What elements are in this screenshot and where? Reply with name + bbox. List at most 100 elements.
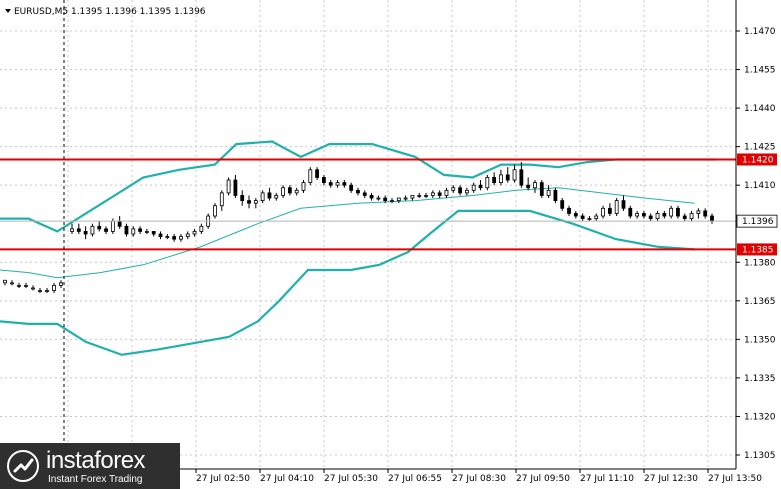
x-tick-label: 27 Jul 02:50 [196,474,250,484]
current-price-label: 1.1396 [742,217,774,227]
x-tick-label: 27 Jul 06:55 [388,474,442,484]
candle [648,213,653,222]
candle [539,180,544,199]
candle [185,231,190,240]
candle [444,187,449,199]
candle [349,182,354,193]
candle [621,195,626,211]
chart-header: EURUSD,M5 1.1395 1.1396 1.1395 1.1396 [5,7,206,17]
candle [601,205,605,219]
candle [710,213,714,224]
chart-grid [0,0,736,469]
candle [342,180,347,188]
candle [560,198,565,211]
candle [553,187,558,204]
y-tick-label: 1.1380 [744,258,776,268]
candle [390,198,394,204]
candle [383,195,388,204]
candle [567,205,571,217]
instaforex-logo-icon [7,450,39,482]
candle [38,287,42,294]
candle [260,190,265,204]
candle [83,226,88,240]
candle [70,223,74,235]
candle [144,228,149,235]
candle [628,205,633,219]
x-axis-tick-labels: 27 Jul 02:50 27 Jul 04:10 27 Jul 05:30 27 J… [195,469,762,484]
candle [199,223,204,235]
candle [635,210,640,219]
candle [10,280,14,286]
candle [192,228,197,237]
candle [376,195,381,201]
candle [45,287,49,294]
candle [607,203,612,217]
logo-subtext: Instant Forex Trading [48,474,143,485]
candle [396,197,401,204]
candle [676,205,680,219]
candle [59,280,63,288]
symbol-header: EURUSD,M5 1.1395 1.1396 1.1395 1.1396 [14,7,206,17]
x-tick-label: 27 Jul 09:50 [516,474,570,484]
y-axis-tick-labels: 1.1470 1.1455 1.1440 1.1425 1.1410 1.1380 1.13… [736,27,776,461]
current-price-box [736,214,778,228]
y-tick-label: 1.1335 [744,374,776,384]
candle [117,216,122,229]
candle [151,231,156,237]
candle [362,190,367,199]
candle [662,210,667,219]
candle [213,203,217,219]
candle [485,174,490,191]
candle [492,172,497,186]
candle [301,180,306,193]
axes [0,0,737,470]
candle [614,198,619,217]
x-tick-label: 27 Jul 05:30 [324,474,378,484]
candle [430,190,435,199]
candle [335,180,340,188]
candle [526,177,531,191]
candle [31,285,35,291]
candle [240,190,245,206]
candle [131,226,136,237]
candle [124,223,129,237]
candle [655,210,660,222]
candle [179,234,183,242]
candle [696,208,701,219]
candle [410,195,415,201]
logo-text: instaforex [46,447,146,474]
candle [512,164,517,183]
band-lower [0,209,695,356]
bollinger-bands [0,140,716,356]
candle [165,234,170,240]
candle [274,192,279,201]
dropdown-triangle-icon[interactable] [5,9,11,13]
candle [308,167,313,186]
candle [356,187,360,196]
y-tick-label: 1.1470 [744,27,776,37]
candle [464,187,469,196]
candle [458,185,462,196]
y-tick-label: 1.1440 [744,104,776,114]
x-tick-label: 27 Jul 08:30 [452,474,506,484]
level-label-box [737,153,777,166]
candle [403,195,408,201]
candle [294,187,299,196]
candle [281,185,285,199]
candle [172,234,177,242]
candle [594,213,599,222]
y-tick-label: 1.1320 [744,412,776,422]
candle [322,174,326,186]
candle [247,195,251,209]
candle [17,282,21,288]
candle [587,216,592,222]
candle [437,190,442,199]
candle [689,210,694,222]
y-tick-label: 1.1410 [744,181,776,191]
candle [138,226,142,235]
candle [315,167,320,181]
candle [682,213,687,222]
band-middle [0,187,695,279]
candle [573,210,578,219]
